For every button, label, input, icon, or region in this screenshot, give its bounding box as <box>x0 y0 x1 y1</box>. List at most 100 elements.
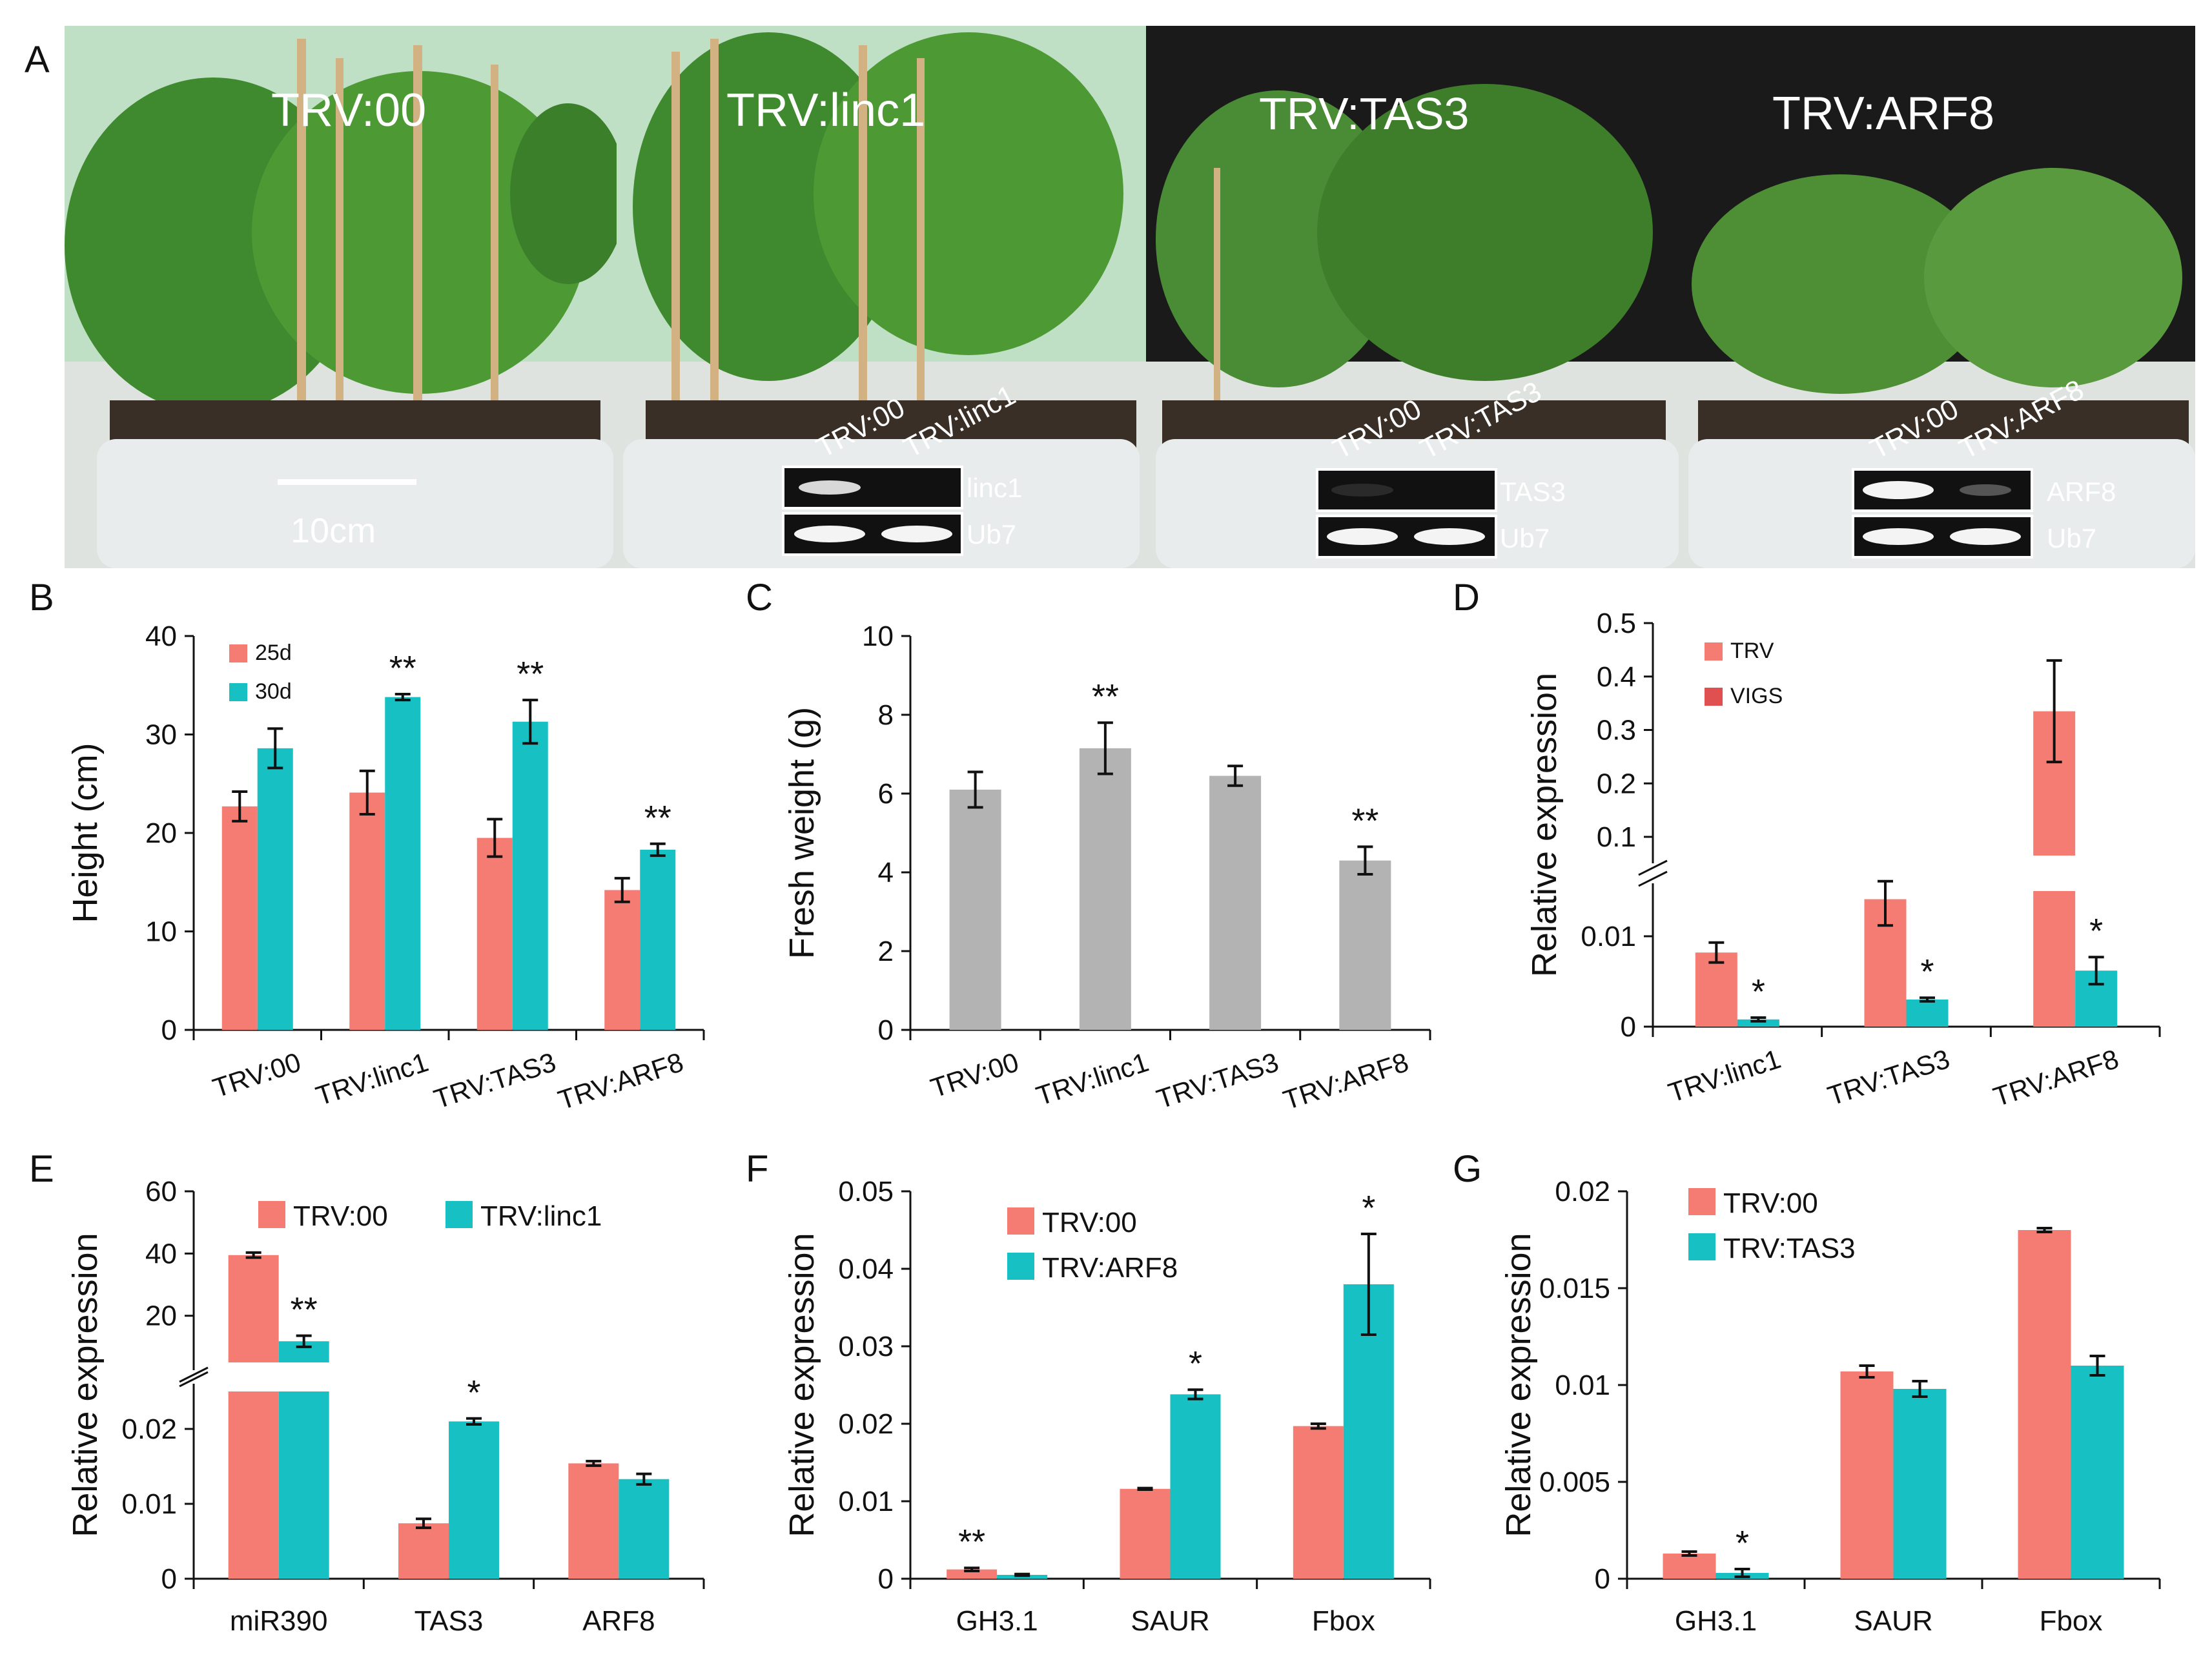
y-axis-label: Relative expression <box>1525 673 1564 977</box>
bar <box>1120 1488 1171 1579</box>
panel-letter-c: C <box>746 577 773 619</box>
panel-letter-g: G <box>1453 1148 1482 1190</box>
gel-row-label: ARF8 <box>2047 477 2116 507</box>
y-tick-label: 0.4 <box>1597 661 1636 693</box>
significance-mark: ** <box>1351 801 1378 840</box>
significance-mark: ** <box>958 1523 985 1561</box>
x-tick-label: Fbox <box>2040 1605 2103 1637</box>
legend-swatch <box>1705 688 1723 706</box>
bar <box>257 748 293 1030</box>
x-tick-label: TAS3 <box>415 1605 484 1637</box>
x-tick-label: ARF8 <box>582 1605 655 1637</box>
significance-mark: * <box>467 1373 480 1412</box>
bar <box>228 1255 279 1362</box>
bar <box>512 721 548 1030</box>
x-tick-label: TRV:TAS3 <box>1153 1047 1282 1114</box>
bar-segment-lower <box>2033 891 2076 1027</box>
legend-label: TRV:ARF8 <box>1042 1252 1178 1284</box>
bar <box>2071 1366 2124 1579</box>
chart-d-relative-expression: 0 0.01 0.1 0.2 0.3 0.4 0.5 Relative expression T… <box>1525 608 2161 1113</box>
significance-mark: * <box>1920 952 1934 991</box>
gel-row-label: TAS3 <box>1500 477 1566 507</box>
bar <box>1293 1426 1344 1579</box>
significance-mark: ** <box>389 649 416 688</box>
photo-trv00: 10cm TRV:00 <box>65 26 626 568</box>
bar <box>1339 860 1391 1030</box>
y-tick-label: 0.01 <box>1555 1370 1610 1401</box>
bar <box>1663 1554 1716 1579</box>
y-tick-label: 4 <box>878 857 894 888</box>
chart-f-relative-expression: 0 0.01 0.02 0.03 0.04 0.05 Relative expression… <box>783 1176 1431 1637</box>
bar <box>449 1421 499 1579</box>
gel-row-label: Ub7 <box>2047 523 2096 553</box>
y-tick-label: 10 <box>862 621 894 652</box>
panel-letter-a: A <box>25 39 50 81</box>
significance-mark: ** <box>517 655 544 693</box>
bar <box>1737 1019 1779 1027</box>
panel-letters: B C D E F G <box>29 577 1482 1190</box>
bar <box>568 1463 619 1579</box>
photo-title: TRV:TAS3 <box>1259 88 1469 139</box>
y-tick-label: 0.01 <box>121 1488 177 1520</box>
x-tick-label: TRV:linc1 <box>1664 1043 1784 1108</box>
y-tick-label: 10 <box>145 916 177 948</box>
legend-label: TRV:00 <box>1042 1207 1137 1238</box>
x-tick-label: GH3.1 <box>1675 1605 1757 1637</box>
x-tick-label: TRV:ARF8 <box>555 1047 687 1116</box>
legend-label: 25d <box>255 641 292 665</box>
y-axis-label: Fresh weight (g) <box>783 707 821 959</box>
y-tick-label: 20 <box>145 1300 177 1332</box>
x-tick-label: GH3.1 <box>956 1605 1038 1637</box>
photo-title: TRV:ARF8 <box>1772 88 1994 139</box>
bar <box>949 789 1001 1030</box>
chart-g-relative-expression: 0 0.005 0.01 0.015 0.02 Relative expression GH… <box>1499 1176 2161 1637</box>
scale-bar-label: 10cm <box>291 511 376 550</box>
y-axis-label: Height (cm) <box>66 743 105 923</box>
chart-e-relative-expression: 0 0.01 0.02 20 40 60 Relative expression miR390… <box>66 1176 705 1637</box>
x-tick-label: TRV:ARF8 <box>1280 1047 1412 1116</box>
legend-swatch <box>1688 1188 1715 1215</box>
y-tick-label: 0.01 <box>838 1486 894 1517</box>
y-axis-label: Relative expression <box>1499 1233 1538 1537</box>
x-tick-label: SAUR <box>1854 1605 1932 1637</box>
legend-label: TRV:00 <box>293 1200 388 1232</box>
bar <box>398 1523 449 1579</box>
y-tick-label: 6 <box>878 778 894 810</box>
bar <box>1906 1000 1949 1027</box>
legend-label: TRV:TAS3 <box>1723 1233 1856 1264</box>
legend-swatch <box>1007 1253 1034 1280</box>
photo-title: TRV:00 <box>271 85 426 136</box>
bar <box>947 1569 998 1579</box>
bar <box>221 806 258 1030</box>
y-tick-label: 0 <box>1621 1011 1636 1043</box>
y-tick-label: 0.005 <box>1539 1466 1610 1498</box>
significance-mark: * <box>2089 912 2103 950</box>
bar-segment-lower <box>228 1391 279 1579</box>
y-tick-label: 0.05 <box>838 1176 894 1207</box>
y-tick-label: 0.02 <box>838 1408 894 1440</box>
bar <box>1209 775 1262 1030</box>
y-tick-label: 0.02 <box>1555 1176 1610 1207</box>
bar <box>1079 748 1131 1030</box>
y-tick-label: 0 <box>161 1563 177 1595</box>
significance-mark: * <box>1752 972 1765 1011</box>
legend-label: TRV:00 <box>1723 1187 1818 1219</box>
y-tick-label: 0.2 <box>1597 768 1636 799</box>
axis-break-mark <box>1638 859 1668 876</box>
y-tick-label: 0 <box>1595 1563 1610 1595</box>
gel-row-label: linc1 <box>967 473 1022 503</box>
bar <box>1695 952 1737 1027</box>
bar <box>640 849 676 1030</box>
bar <box>349 792 385 1030</box>
bar <box>1893 1389 1947 1579</box>
x-tick-label: TRV:00 <box>209 1047 305 1103</box>
significance-mark: ** <box>644 799 671 837</box>
legend-swatch <box>1705 642 1723 661</box>
y-tick-label: 40 <box>145 621 177 652</box>
gel-row-label: Ub7 <box>967 519 1016 549</box>
y-tick-label: 0.3 <box>1597 715 1636 746</box>
bar <box>2018 1230 2071 1579</box>
y-axis-label: Relative expression <box>66 1233 105 1537</box>
